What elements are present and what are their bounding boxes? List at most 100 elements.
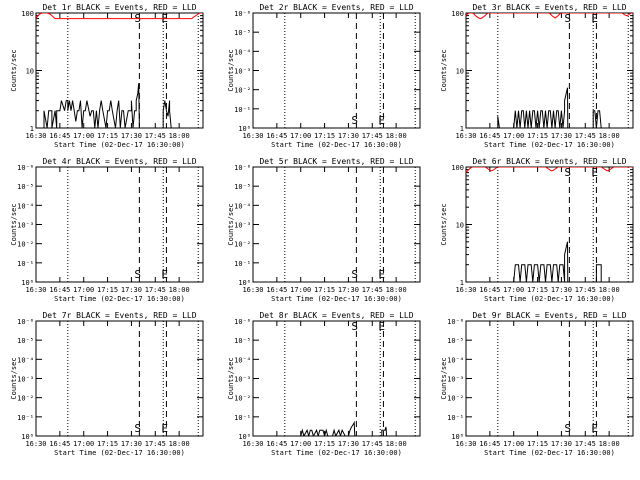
marker-label-e: E	[378, 268, 385, 281]
y-tick-label: 10⁻¹	[447, 414, 464, 422]
x-tick-label: 16:45	[49, 132, 70, 140]
x-tick-label: 16:30	[25, 440, 46, 448]
y-tick-label: 10⁻⁵	[17, 337, 34, 345]
x-tick-label: 18:00	[169, 440, 190, 448]
y-tick-label: 10⁰	[238, 279, 251, 287]
y-tick-label: 10⁻²	[17, 395, 34, 403]
panel-title: Det 1r BLACK = Events, RED = LLD	[42, 3, 196, 12]
marker-label-e: E	[591, 166, 598, 179]
panel-title: Det 8r BLACK = Events, RED = LLD	[259, 311, 413, 320]
x-tick-label: 16:30	[242, 440, 263, 448]
x-tick-label: 18:00	[386, 132, 407, 140]
y-tick-label: 10	[456, 68, 464, 76]
events-series-line	[36, 83, 203, 128]
y-axis-label: Counts/sec	[227, 203, 235, 245]
x-tick-label: 17:00	[290, 440, 311, 448]
x-tick-label: 17:00	[503, 132, 524, 140]
y-tick-label: 10⁻²	[447, 395, 464, 403]
y-tick-label: 10⁻⁵	[17, 183, 34, 191]
y-tick-label: 10⁻⁴	[17, 356, 34, 364]
plot-frame	[252, 320, 421, 437]
x-axis-label: Start Time (02-Dec-17 16:30:00)	[271, 449, 402, 457]
y-tick-label: 1	[30, 125, 34, 133]
x-tick-label: 17:15	[527, 286, 548, 294]
y-tick-label: 10⁻¹	[17, 260, 34, 268]
marker-label-e: E	[161, 268, 168, 281]
x-tick-label: 17:45	[145, 132, 166, 140]
marker-label-s: S	[134, 422, 141, 435]
x-tick-label: 17:30	[121, 440, 142, 448]
x-axis-label: Start Time (02-Dec-17 16:30:00)	[484, 449, 615, 457]
x-tick-label: 17:45	[362, 132, 383, 140]
x-tick-label: 16:45	[266, 286, 287, 294]
y-tick-label: 10⁰	[451, 433, 464, 441]
panel-title: Det 4r BLACK = Events, RED = LLD	[42, 157, 196, 166]
y-axis-label: Counts/sec	[440, 357, 448, 399]
x-tick-label: 17:45	[575, 132, 596, 140]
marker-label-s: S	[134, 268, 141, 281]
marker-label-e: E	[378, 114, 385, 127]
events-series-line	[253, 420, 420, 436]
y-tick-label: 10⁻⁵	[234, 29, 251, 37]
x-tick-label: 16:30	[25, 286, 46, 294]
x-tick-label: 17:45	[145, 286, 166, 294]
x-tick-label: 17:30	[551, 286, 572, 294]
y-tick-label: 100	[451, 10, 464, 18]
x-tick-label: 17:30	[551, 132, 572, 140]
x-tick-label: 16:45	[479, 286, 500, 294]
y-tick-label: 10⁻⁵	[234, 337, 251, 345]
events-series-line	[466, 241, 633, 282]
x-axis-label: Start Time (02-Dec-17 16:30:00)	[54, 141, 185, 149]
y-tick-label: 100	[21, 10, 34, 18]
x-axis-label: Start Time (02-Dec-17 16:30:00)	[54, 449, 185, 457]
x-tick-label: 17:30	[551, 440, 572, 448]
y-tick-label: 10⁰	[21, 433, 34, 441]
y-tick-label: 10⁻⁶	[447, 318, 464, 326]
y-tick-label: 10⁻⁴	[234, 202, 251, 210]
y-tick-label: 10⁻⁴	[447, 356, 464, 364]
y-tick-label: 10⁻³	[234, 376, 251, 384]
x-tick-label: 16:45	[49, 440, 70, 448]
x-tick-label: 16:30	[25, 132, 46, 140]
x-tick-label: 16:30	[242, 132, 263, 140]
y-tick-label: 10	[456, 222, 464, 230]
x-tick-label: 17:45	[575, 440, 596, 448]
y-tick-label: 10⁻³	[447, 376, 464, 384]
y-tick-label: 100	[451, 164, 464, 172]
x-axis-label: Start Time (02-Dec-17 16:30:00)	[484, 295, 615, 303]
x-axis-label: Start Time (02-Dec-17 16:30:00)	[271, 141, 402, 149]
x-tick-label: 17:00	[290, 286, 311, 294]
x-tick-label: 17:45	[575, 286, 596, 294]
x-tick-label: 17:15	[97, 440, 118, 448]
x-axis-label: Start Time (02-Dec-17 16:30:00)	[54, 295, 185, 303]
y-axis-label: Counts/sec	[227, 357, 235, 399]
x-tick-label: 17:00	[73, 132, 94, 140]
plot-frame	[252, 166, 421, 283]
x-tick-label: 17:30	[121, 286, 142, 294]
y-tick-label: 10⁻⁴	[234, 356, 251, 364]
y-tick-label: 10⁻²	[234, 87, 251, 95]
y-tick-label: 10⁻⁶	[17, 164, 34, 172]
marker-label-e: E	[591, 12, 598, 25]
y-tick-label: 1	[460, 279, 464, 287]
y-tick-label: 10⁰	[238, 433, 251, 441]
marker-label-s: S	[351, 320, 358, 333]
x-tick-label: 17:15	[527, 440, 548, 448]
panel-title: Det 7r BLACK = Events, RED = LLD	[42, 311, 196, 320]
x-tick-label: 17:45	[362, 286, 383, 294]
y-tick-label: 10⁻⁶	[234, 318, 251, 326]
marker-label-s: S	[564, 422, 571, 435]
y-axis-label: Counts/sec	[10, 49, 18, 91]
panel-title: Det 2r BLACK = Events, RED = LLD	[259, 3, 413, 12]
y-tick-label: 10⁻³	[17, 222, 34, 230]
lld-series-line	[36, 13, 203, 20]
plot-frame	[35, 320, 204, 437]
marker-label-s: S	[564, 12, 571, 25]
x-axis-label: Start Time (02-Dec-17 16:30:00)	[484, 141, 615, 149]
y-tick-label: 10⁻³	[17, 376, 34, 384]
